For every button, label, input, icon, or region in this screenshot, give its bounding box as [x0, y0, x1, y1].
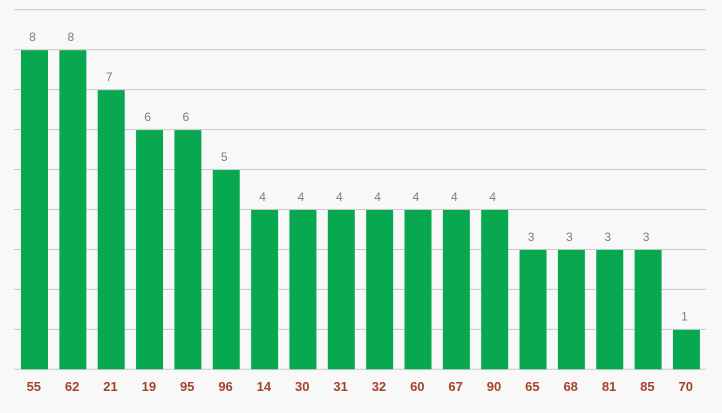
svg-text:1: 1 — [681, 310, 688, 324]
svg-text:31: 31 — [333, 379, 347, 394]
svg-text:4: 4 — [413, 190, 420, 204]
svg-text:81: 81 — [602, 379, 616, 394]
svg-text:14: 14 — [257, 379, 272, 394]
svg-text:55: 55 — [27, 379, 41, 394]
svg-text:7: 7 — [106, 70, 113, 84]
svg-text:95: 95 — [180, 379, 194, 394]
svg-text:70: 70 — [679, 379, 693, 394]
svg-text:21: 21 — [103, 379, 117, 394]
svg-text:19: 19 — [142, 379, 156, 394]
svg-text:6: 6 — [144, 110, 151, 124]
svg-text:4: 4 — [374, 190, 381, 204]
svg-text:3: 3 — [643, 230, 650, 244]
svg-text:68: 68 — [563, 379, 577, 394]
svg-text:3: 3 — [604, 230, 611, 244]
svg-text:90: 90 — [487, 379, 501, 394]
svg-text:60: 60 — [410, 379, 424, 394]
svg-text:85: 85 — [640, 379, 654, 394]
svg-text:32: 32 — [372, 379, 386, 394]
svg-text:4: 4 — [259, 190, 266, 204]
svg-text:4: 4 — [298, 190, 305, 204]
svg-text:8: 8 — [29, 30, 36, 44]
svg-text:96: 96 — [218, 379, 232, 394]
svg-text:6: 6 — [183, 110, 190, 124]
svg-text:4: 4 — [336, 190, 343, 204]
svg-text:3: 3 — [528, 230, 535, 244]
svg-text:30: 30 — [295, 379, 309, 394]
svg-text:62: 62 — [65, 379, 79, 394]
svg-text:4: 4 — [451, 190, 458, 204]
svg-text:4: 4 — [489, 190, 496, 204]
svg-text:8: 8 — [68, 30, 75, 44]
svg-text:3: 3 — [566, 230, 573, 244]
svg-text:67: 67 — [448, 379, 462, 394]
svg-text:65: 65 — [525, 379, 539, 394]
svg-text:5: 5 — [221, 150, 228, 164]
